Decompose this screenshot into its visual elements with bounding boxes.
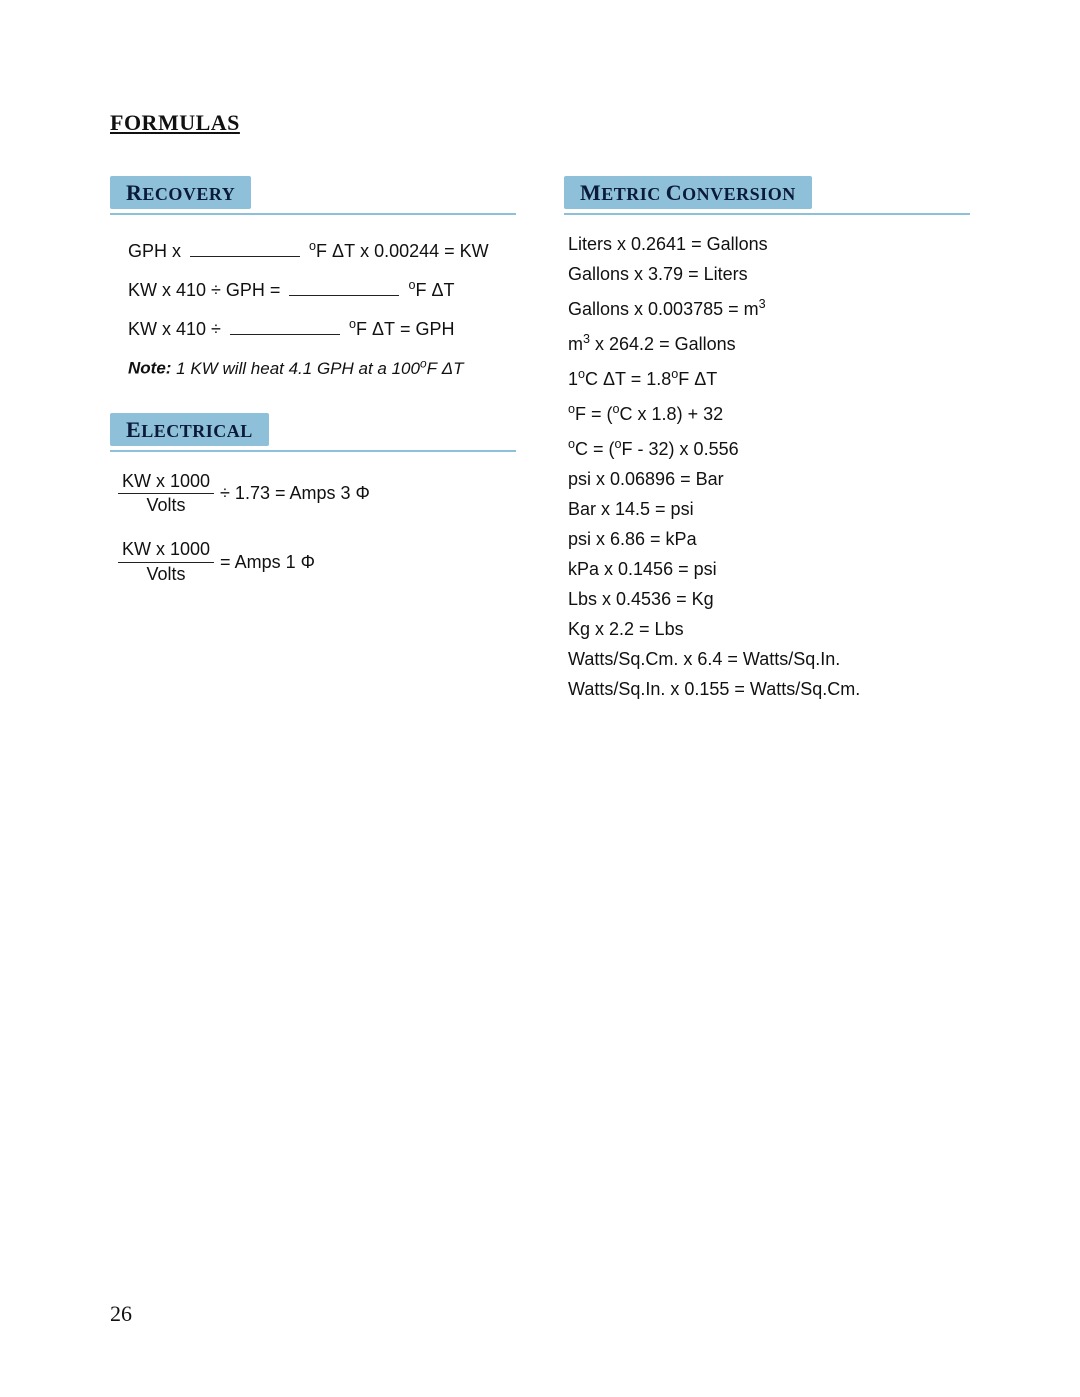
metric-conversions: Liters x 0.2641 = Gallons Gallons x 3.79… bbox=[564, 229, 970, 704]
page-number: 26 bbox=[110, 1301, 132, 1327]
conv-line: Watts/Sq.Cm. x 6.4 = Watts/Sq.In. bbox=[568, 644, 970, 674]
header-cap: M bbox=[580, 180, 601, 205]
conv-line: Gallons x 3.79 = Liters bbox=[568, 259, 970, 289]
recovery-line-3: KW x 410 ÷ oF ΔT = GPH bbox=[128, 307, 516, 346]
conv-line: Liters x 0.2641 = Gallons bbox=[568, 229, 970, 259]
blank-input bbox=[230, 318, 340, 335]
header-rest: LECTRICAL bbox=[141, 421, 253, 441]
fraction-denominator: Volts bbox=[118, 494, 214, 516]
electrical-rule bbox=[110, 450, 516, 452]
fraction-numerator: KW x 1000 bbox=[118, 472, 214, 495]
recovery-note: Note: 1 KW will heat 4.1 GPH at a 100oF … bbox=[128, 356, 516, 379]
note-body: 1 KW will heat 4.1 GPH at a 100oF ΔT bbox=[171, 359, 463, 378]
conv-line: psi x 0.06896 = Bar bbox=[568, 464, 970, 494]
header-rest: ECOVERY bbox=[142, 184, 235, 204]
conv-line: Watts/Sq.In. x 0.155 = Watts/Sq.Cm. bbox=[568, 674, 970, 704]
metric-header: METRIC CONVERSION bbox=[564, 176, 812, 209]
page-title: FORMULAS bbox=[110, 110, 970, 136]
left-column: RECOVERY GPH x oF ΔT x 0.00244 = KW KW x… bbox=[110, 176, 516, 609]
electrical-line-2: KW x 1000 Volts = Amps 1 Φ bbox=[118, 540, 516, 585]
fraction-rest: = Amps 1 Φ bbox=[220, 552, 315, 573]
blank-input bbox=[289, 279, 399, 296]
fraction-denominator: Volts bbox=[118, 563, 214, 585]
page: FORMULAS RECOVERY GPH x oF ΔT x 0.00244 … bbox=[0, 0, 1080, 1397]
conv-line: Gallons x 0.003785 = m3 bbox=[568, 289, 970, 324]
conv-line: m3 x 264.2 = Gallons bbox=[568, 324, 970, 359]
fraction: KW x 1000 Volts bbox=[118, 472, 214, 517]
recovery-rule bbox=[110, 213, 516, 215]
fraction-rest: ÷ 1.73 = Amps 3 Φ bbox=[220, 483, 370, 504]
electrical-formulas: KW x 1000 Volts ÷ 1.73 = Amps 3 Φ KW x 1… bbox=[110, 466, 516, 585]
spacer bbox=[110, 379, 516, 413]
conv-line: Bar x 14.5 = psi bbox=[568, 494, 970, 524]
note-label: Note: bbox=[128, 359, 171, 378]
electrical-header: ELECTRICAL bbox=[110, 413, 269, 446]
header-cap-2: C bbox=[666, 180, 682, 205]
conv-line: oC = (oF - 32) x 0.556 bbox=[568, 429, 970, 464]
header-cap: R bbox=[126, 180, 142, 205]
columns: RECOVERY GPH x oF ΔT x 0.00244 = KW KW x… bbox=[110, 176, 970, 704]
right-column: METRIC CONVERSION Liters x 0.2641 = Gall… bbox=[564, 176, 970, 704]
header-rest: ETRIC bbox=[601, 184, 666, 204]
conv-line: Lbs x 0.4536 = Kg bbox=[568, 584, 970, 614]
fraction-numerator: KW x 1000 bbox=[118, 540, 214, 563]
header-cap: E bbox=[126, 417, 141, 442]
fraction: KW x 1000 Volts bbox=[118, 540, 214, 585]
recovery-line-2: KW x 410 ÷ GPH = oF ΔT bbox=[128, 268, 516, 307]
recovery-header: RECOVERY bbox=[110, 176, 251, 209]
recovery-formulas: GPH x oF ΔT x 0.00244 = KW KW x 410 ÷ GP… bbox=[110, 229, 516, 379]
header-rest-2: ONVERSION bbox=[682, 184, 796, 204]
electrical-line-1: KW x 1000 Volts ÷ 1.73 = Amps 3 Φ bbox=[118, 472, 516, 517]
conv-line: psi x 6.86 = kPa bbox=[568, 524, 970, 554]
conv-line: Kg x 2.2 = Lbs bbox=[568, 614, 970, 644]
blank-input bbox=[190, 240, 300, 257]
conv-line: 1oC ΔT = 1.8oF ΔT bbox=[568, 359, 970, 394]
recovery-line-1: GPH x oF ΔT x 0.00244 = KW bbox=[128, 229, 516, 268]
conv-line: oF = (oC x 1.8) + 32 bbox=[568, 394, 970, 429]
metric-rule bbox=[564, 213, 970, 215]
conv-line: kPa x 0.1456 = psi bbox=[568, 554, 970, 584]
